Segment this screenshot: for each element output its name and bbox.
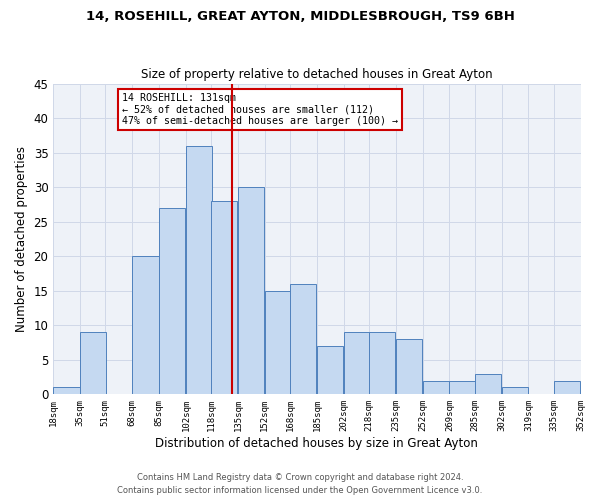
Bar [186,146,212,394]
Bar [80,332,106,394]
Bar [554,380,580,394]
Bar [369,332,395,394]
Bar [422,380,449,394]
Bar [475,374,501,394]
Bar [159,208,185,394]
Bar [317,346,343,395]
Bar [211,201,238,394]
Bar [344,332,370,394]
Bar [265,290,291,395]
Bar [238,187,265,394]
Y-axis label: Number of detached properties: Number of detached properties [15,146,28,332]
Title: Size of property relative to detached houses in Great Ayton: Size of property relative to detached ho… [141,68,493,81]
X-axis label: Distribution of detached houses by size in Great Ayton: Distribution of detached houses by size … [155,437,478,450]
Bar [132,256,158,394]
Bar [290,284,316,395]
Bar [396,339,422,394]
Bar [449,380,476,394]
Text: 14 ROSEHILL: 131sqm
← 52% of detached houses are smaller (112)
47% of semi-detac: 14 ROSEHILL: 131sqm ← 52% of detached ho… [122,93,398,126]
Bar [502,388,528,394]
Text: 14, ROSEHILL, GREAT AYTON, MIDDLESBROUGH, TS9 6BH: 14, ROSEHILL, GREAT AYTON, MIDDLESBROUGH… [86,10,514,23]
Bar [53,388,80,394]
Text: Contains HM Land Registry data © Crown copyright and database right 2024.
Contai: Contains HM Land Registry data © Crown c… [118,474,482,495]
